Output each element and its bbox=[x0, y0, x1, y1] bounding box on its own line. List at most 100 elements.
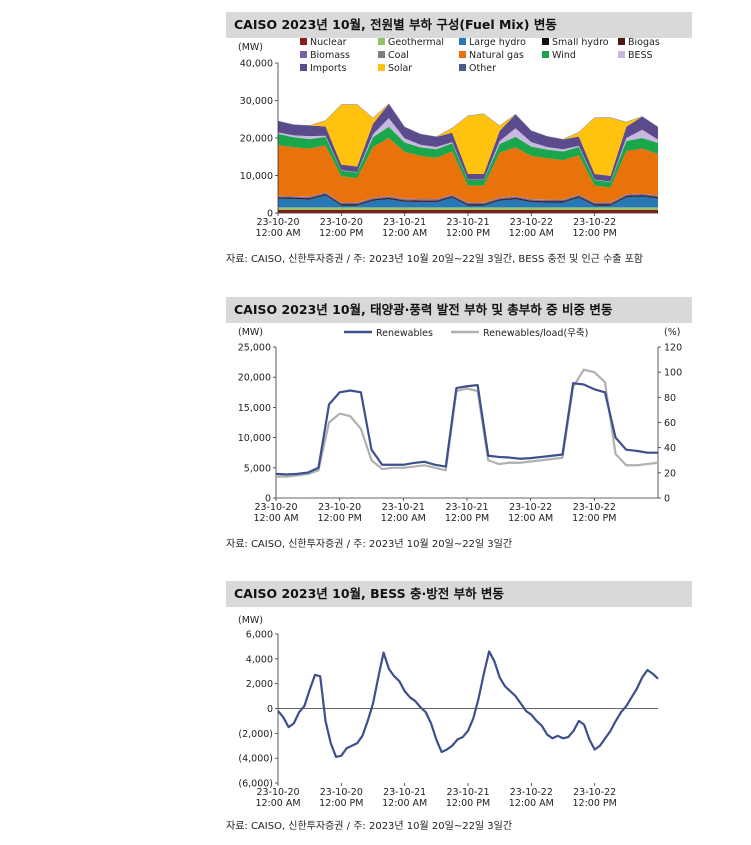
y-tick-label: 60 bbox=[664, 418, 676, 429]
bess-panel: CAISO 2023년 10월, BESS 충·방전 부하 변동 (MW) 6,0… bbox=[226, 581, 692, 836]
y-tick-label: 15,000 bbox=[238, 403, 271, 414]
y-tick-label: 80 bbox=[664, 393, 676, 404]
x-tick-date: 23-10-21 bbox=[382, 502, 425, 513]
y-tick-label: 0 bbox=[664, 494, 670, 505]
area-geothermal bbox=[278, 207, 658, 210]
y-axis-unit: (MW) bbox=[238, 615, 263, 626]
legend-swatch-imports bbox=[300, 64, 307, 71]
x-tick-time: 12:00 PM bbox=[445, 513, 489, 524]
x-tick-time: 12:00 AM bbox=[382, 228, 427, 239]
area-solar bbox=[278, 103, 658, 176]
x-tick-time: 12:00 PM bbox=[318, 513, 362, 524]
y-tick-label: 0 bbox=[265, 494, 271, 505]
x-tick-time: 12:00 AM bbox=[253, 513, 298, 524]
renewables-panel: CAISO 2023년 10월, 태양광·풍력 발전 부하 및 총부하 중 비중… bbox=[226, 297, 692, 557]
x-tick-date: 23-10-20 bbox=[320, 787, 363, 798]
x-tick-date: 23-10-22 bbox=[509, 502, 552, 513]
x-tick-time: 12:00 PM bbox=[572, 513, 616, 524]
bess-chart: (MW) 6,000 4,000 2,000 0 (2,000) (4,000) (6,000… bbox=[238, 615, 659, 809]
legend-swatch-small-hydro bbox=[542, 38, 549, 45]
legend-label: Biogas bbox=[628, 38, 660, 48]
legend-label: Renewables/load(우축) bbox=[483, 328, 588, 339]
area-wind bbox=[278, 126, 658, 188]
y-tick-label: 20 bbox=[664, 468, 676, 479]
legend-label: Renewables bbox=[376, 328, 433, 339]
legend-label: Coal bbox=[388, 50, 409, 61]
x-tick-time: 12:00 AM bbox=[255, 798, 300, 809]
legend-swatch-geothermal bbox=[378, 38, 385, 45]
y-tick-label: 4,000 bbox=[246, 654, 273, 665]
legend-swatch-biogas bbox=[618, 38, 625, 45]
legend-swatch-biomass bbox=[300, 51, 307, 58]
area-nuclear bbox=[278, 210, 658, 213]
legend-label: Wind bbox=[552, 50, 576, 61]
x-tick-time: 12:00 AM bbox=[508, 513, 553, 524]
x-tick-time: 12:00 PM bbox=[319, 228, 363, 239]
y-tick-label: 30,000 bbox=[240, 96, 273, 107]
y-tick-label: 0 bbox=[267, 209, 273, 220]
y-tick-label: 20,000 bbox=[240, 134, 273, 145]
x-tick-date: 23-10-20 bbox=[320, 217, 363, 228]
x-tick-time: 12:00 PM bbox=[573, 798, 617, 809]
area-large-hydro bbox=[278, 195, 658, 208]
legend-swatch-large-hydro bbox=[459, 38, 466, 45]
x-tick-date: 23-10-20 bbox=[256, 787, 299, 798]
x-tick-date: 23-10-22 bbox=[573, 787, 616, 798]
legend-label: BESS bbox=[628, 50, 653, 61]
x-tick-date: 23-10-22 bbox=[573, 502, 616, 513]
fuel-mix-chart: (MW) Nuclear Geothermal Large hydro Small hy… bbox=[238, 38, 660, 239]
y-tick-label: 25,000 bbox=[238, 343, 271, 354]
x-tick-time: 12:00 AM bbox=[509, 228, 554, 239]
y-tick-label: (2,000) bbox=[238, 729, 273, 740]
line-renewables-share bbox=[276, 368, 659, 478]
legend-label: Biomass bbox=[310, 50, 350, 61]
renewables-chart: (MW) (%) Renewables Renewables/load(우축) 25,0… bbox=[238, 327, 682, 524]
x-tick-date: 23-10-20 bbox=[318, 502, 361, 513]
x-tick-time: 12:00 PM bbox=[446, 228, 490, 239]
x-tick-date: 23-10-21 bbox=[383, 787, 426, 798]
y-tick-label: 20,000 bbox=[238, 373, 271, 384]
y-tick-label: 2,000 bbox=[246, 679, 273, 690]
y-axis-unit: (MW) bbox=[238, 327, 263, 338]
chart-1-title: CAISO 2023년 10월, 전원별 부하 구성(Fuel Mix) 변동 bbox=[226, 12, 692, 38]
x-tick-date: 23-10-21 bbox=[383, 217, 426, 228]
y-tick-label: 5,000 bbox=[244, 463, 271, 474]
legend-label: Imports bbox=[310, 63, 347, 74]
y-tick-label: 40,000 bbox=[240, 59, 273, 70]
chart-2-source: 자료: CAISO, 신한투자증권 / 주: 2023년 10월 20일~22일… bbox=[226, 539, 513, 550]
chart-1-source: 자료: CAISO, 신한투자증권 / 주: 2023년 10월 20일~22일… bbox=[226, 254, 643, 265]
y2-axis-unit: (%) bbox=[664, 327, 680, 338]
x-tick-date: 23-10-20 bbox=[254, 502, 297, 513]
y-tick-label: 10,000 bbox=[240, 171, 273, 182]
legend-label: Nuclear bbox=[310, 38, 347, 48]
legend-label: Natural gas bbox=[469, 50, 524, 61]
x-tick-time: 12:00 AM bbox=[381, 513, 426, 524]
x-tick-date: 23-10-21 bbox=[446, 217, 489, 228]
legend-swatch-solar bbox=[378, 64, 385, 71]
legend-swatch-wind bbox=[542, 51, 549, 58]
y-tick-label: 100 bbox=[664, 368, 682, 379]
line-bess bbox=[277, 650, 659, 759]
x-tick-time: 12:00 AM bbox=[382, 798, 427, 809]
legend-swatch-other bbox=[459, 64, 466, 71]
y-tick-label: (4,000) bbox=[238, 754, 273, 765]
x-tick-date: 23-10-22 bbox=[573, 217, 616, 228]
y-tick-label: 0 bbox=[267, 704, 273, 715]
legend-swatch-nuclear bbox=[300, 38, 307, 45]
x-tick-date: 23-10-20 bbox=[256, 217, 299, 228]
x-tick-time: 12:00 PM bbox=[319, 798, 363, 809]
x-tick-time: 12:00 AM bbox=[255, 228, 300, 239]
legend-swatch-bess bbox=[618, 51, 625, 58]
x-tick-time: 12:00 PM bbox=[446, 798, 490, 809]
y-tick-label: (6,000) bbox=[238, 779, 273, 790]
x-tick-date: 23-10-21 bbox=[446, 787, 489, 798]
legend-label: Geothermal bbox=[388, 38, 444, 48]
y-tick-label: 6,000 bbox=[246, 630, 273, 641]
x-tick-date: 23-10-21 bbox=[445, 502, 488, 513]
fuel-mix-panel: CAISO 2023년 10월, 전원별 부하 구성(Fuel Mix) 변동 … bbox=[226, 12, 692, 274]
area-natural-gas bbox=[278, 138, 658, 203]
y-tick-label: 120 bbox=[664, 343, 682, 354]
legend-label: Small hydro bbox=[552, 38, 609, 48]
legend-label: Solar bbox=[388, 63, 412, 74]
y-axis-unit: (MW) bbox=[238, 42, 263, 53]
